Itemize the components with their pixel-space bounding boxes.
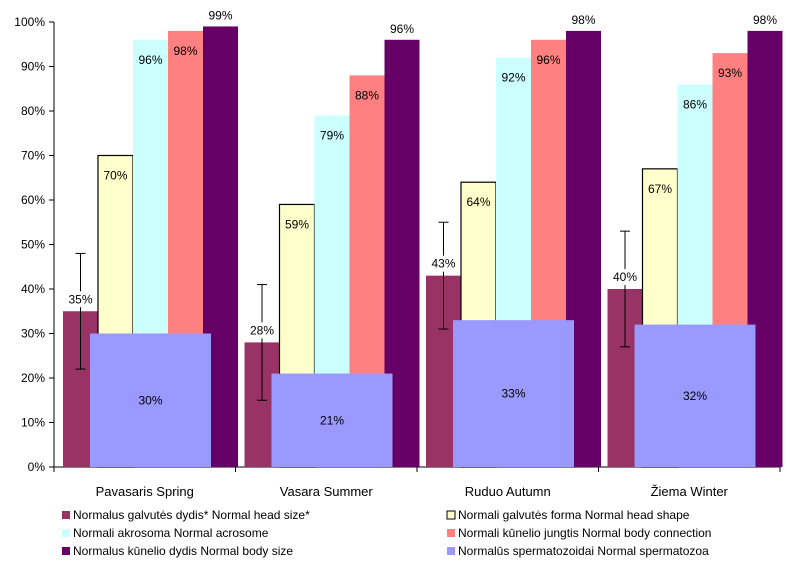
data-label: 86% bbox=[683, 97, 707, 111]
data-label-bg bbox=[427, 255, 460, 272]
data-label: 67% bbox=[648, 182, 672, 196]
overlay-bar bbox=[453, 320, 574, 467]
y-tick-label: 50% bbox=[21, 238, 45, 252]
y-tick-label: 90% bbox=[21, 60, 45, 74]
data-label: 59% bbox=[285, 217, 309, 231]
legend-label: Normali kūnelio jungtis Normal body conn… bbox=[458, 526, 711, 540]
overlay-bar bbox=[271, 373, 393, 467]
data-label-bg bbox=[246, 322, 278, 339]
y-tick-label: 40% bbox=[21, 282, 45, 296]
x-tick-label: Vasara Summer bbox=[280, 484, 374, 499]
legend-label: Normalus kūnelio dydis Normal body size bbox=[73, 544, 293, 558]
legend-swatch bbox=[447, 529, 455, 537]
data-label-bg bbox=[64, 291, 97, 308]
legend-swatch bbox=[62, 529, 70, 537]
y-tick-label: 30% bbox=[21, 327, 45, 341]
legend-label: Normali galvutės forma Normal head shape bbox=[458, 508, 690, 522]
data-label: 99% bbox=[208, 8, 232, 22]
y-tick-label: 0% bbox=[28, 460, 46, 474]
data-label: 30% bbox=[138, 393, 162, 407]
legend-swatch bbox=[447, 547, 455, 555]
data-label-bg bbox=[609, 269, 641, 285]
data-label: 98% bbox=[173, 44, 197, 58]
legend-label: Normalus galvutės dydis* Normal head siz… bbox=[73, 508, 310, 522]
data-label: 98% bbox=[753, 13, 777, 27]
y-tick-label: 60% bbox=[21, 193, 45, 207]
data-labels: 35% 28% 43% 40% 70% 59% 64% 67% 96% 79% 92% 86% 98% 8… bbox=[64, 8, 777, 427]
data-label: 40% bbox=[613, 270, 637, 284]
x-tick-label: Ruduo Autumn bbox=[465, 484, 551, 499]
legend-swatch bbox=[62, 511, 70, 519]
y-tick-label: 10% bbox=[21, 416, 45, 430]
legend-label: Normalūs spermatozoidai Normal spermatoz… bbox=[458, 544, 709, 558]
data-label: 33% bbox=[501, 387, 525, 401]
data-label: 96% bbox=[138, 53, 162, 67]
data-label: 93% bbox=[718, 66, 742, 80]
data-label: 88% bbox=[355, 88, 379, 102]
data-label: 64% bbox=[466, 195, 490, 209]
data-label: 98% bbox=[571, 13, 595, 27]
x-tick-label: Žiema Winter bbox=[651, 484, 729, 499]
y-tick-label: 100% bbox=[14, 15, 45, 29]
legend: Normalus galvutės dydis* Normal head siz… bbox=[62, 508, 711, 558]
data-label: 43% bbox=[431, 257, 455, 271]
legend-label: Normali akrosoma Normal acrosome bbox=[73, 526, 269, 540]
legend-swatch bbox=[446, 510, 456, 520]
overlay-bar bbox=[634, 324, 756, 467]
x-tick-label: Pavasaris Spring bbox=[96, 484, 194, 499]
y-tick-label: 20% bbox=[21, 371, 45, 385]
data-label: 32% bbox=[683, 389, 707, 403]
y-tick-label: 80% bbox=[21, 104, 45, 118]
legend-swatch bbox=[62, 547, 70, 555]
data-label: 96% bbox=[536, 53, 560, 67]
data-label: 35% bbox=[68, 292, 92, 306]
bars bbox=[63, 26, 783, 468]
data-label: 28% bbox=[250, 323, 274, 337]
y-tick-label: 70% bbox=[21, 149, 45, 163]
data-label: 21% bbox=[320, 413, 344, 427]
data-label: 96% bbox=[390, 22, 414, 36]
data-label: 92% bbox=[501, 71, 525, 85]
data-label: 79% bbox=[320, 128, 344, 142]
overlay-bar bbox=[90, 333, 211, 467]
data-label: 70% bbox=[103, 169, 127, 183]
